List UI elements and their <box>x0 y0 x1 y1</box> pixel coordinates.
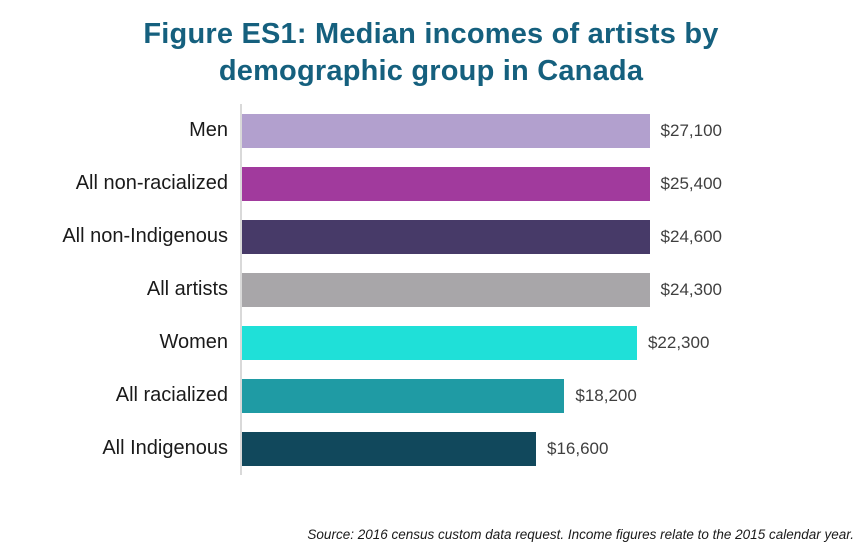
category-label: All non-racialized <box>75 172 228 195</box>
bar-area: $27,100 <box>240 104 842 158</box>
chart-title: Figure ES1: Median incomes of artists by… <box>143 18 719 88</box>
bar <box>242 166 650 201</box>
chart-row: Women $22,300 <box>0 316 862 370</box>
bar-track: $18,200 <box>242 369 722 422</box>
bar-area: $22,300 <box>240 316 842 370</box>
bar-area: $16,600 <box>240 422 842 476</box>
category-label: All racialized <box>115 384 228 407</box>
bar-track: $22,300 <box>242 316 722 369</box>
bar <box>242 219 650 254</box>
bar-track: $24,600 <box>242 210 722 263</box>
bar <box>242 272 650 307</box>
source-note: Source: 2016 census custom data request.… <box>307 527 854 542</box>
value-label: $22,300 <box>647 332 710 352</box>
value-label: $18,200 <box>575 385 637 405</box>
bar-area: $24,600 <box>240 210 842 264</box>
chart-row: All artists $24,300 <box>0 263 862 317</box>
bar-chart: Men $27,100 All non-racialized $25,400 A… <box>0 104 862 476</box>
bar-track: $27,100 <box>242 104 722 157</box>
bar-track: $16,600 <box>242 422 722 475</box>
chart-row: All racialized $18,200 <box>0 369 862 423</box>
bar-track: $24,300 <box>242 263 722 316</box>
chart-row: All Indigenous $16,600 <box>0 422 862 476</box>
category-label: Men <box>189 119 228 142</box>
category-label: Women <box>159 331 228 354</box>
category-label: All Indigenous <box>102 437 228 460</box>
value-label: $24,600 <box>660 226 722 246</box>
value-label: $24,300 <box>660 279 722 299</box>
chart-row: All non-Indigenous $24,600 <box>0 210 862 264</box>
chart-row: Men $27,100 <box>0 104 862 158</box>
bar <box>242 431 537 466</box>
chart-row: All non-racialized $25,400 <box>0 157 862 211</box>
value-label: $27,100 <box>660 120 722 140</box>
value-label: $25,400 <box>660 173 722 193</box>
bar-area: $18,200 <box>240 369 842 423</box>
category-label: All artists <box>146 278 228 301</box>
bar <box>242 113 650 148</box>
value-label: $16,600 <box>547 438 609 458</box>
bar-area: $24,300 <box>240 263 842 317</box>
bar-track: $25,400 <box>242 157 722 210</box>
bar-area: $25,400 <box>240 157 842 211</box>
category-label: All non-Indigenous <box>62 225 228 248</box>
bar <box>242 325 637 360</box>
bar <box>242 378 565 413</box>
